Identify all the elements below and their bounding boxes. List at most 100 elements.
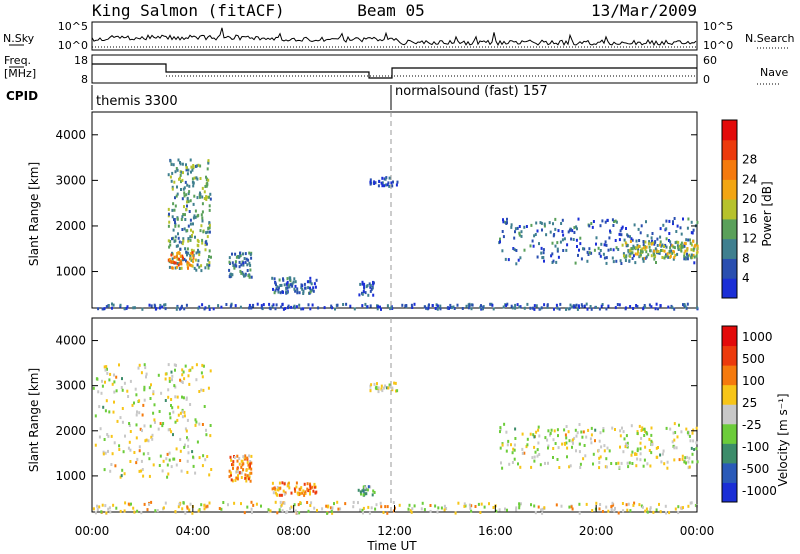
velocity-colorbar-swatch — [722, 326, 737, 347]
power-cell — [210, 255, 212, 259]
velocity-cell — [651, 442, 654, 446]
power-cell — [186, 200, 188, 204]
power-cell — [629, 235, 631, 239]
power-cell — [446, 306, 449, 310]
power-cell — [548, 221, 551, 225]
velocity-cell — [248, 473, 251, 477]
power-cell — [207, 226, 210, 230]
velocity-cell — [672, 431, 675, 435]
velocity-cell — [103, 438, 106, 441]
power-cell — [191, 251, 194, 255]
power-cell — [690, 253, 693, 257]
power-cell — [286, 291, 289, 295]
power-cell — [238, 255, 241, 259]
power-cell — [189, 158, 192, 162]
x-tick-label: 00:00 — [680, 524, 715, 538]
power-cell — [627, 249, 630, 253]
power-cell — [182, 237, 185, 241]
velocity-cell — [135, 423, 138, 427]
velocity-cell — [280, 493, 283, 497]
power-cell — [683, 241, 686, 245]
velocity-cell — [538, 434, 541, 438]
velocity-cell — [391, 388, 394, 392]
velocity-cell — [622, 430, 625, 434]
power-cell — [599, 254, 602, 258]
power-cell — [309, 307, 312, 311]
power-cell — [515, 262, 518, 266]
velocity-cell — [683, 460, 686, 464]
velocity-colorbar-tick: 25 — [742, 396, 757, 410]
velocity-cell — [572, 441, 574, 445]
power-cell — [239, 305, 242, 309]
power-cell — [369, 304, 372, 308]
velocity-cell — [578, 502, 581, 506]
velocity-cell — [592, 462, 594, 466]
velocity-cell — [175, 463, 178, 467]
power-cell — [401, 303, 404, 307]
velocity-cell — [279, 500, 282, 504]
velocity-cell — [142, 403, 145, 407]
power-cell — [368, 282, 371, 286]
velocity-cell — [296, 512, 299, 515]
power-cell — [192, 249, 195, 253]
velocity-cell — [188, 382, 191, 386]
power-cell — [480, 307, 483, 311]
power-cell — [573, 231, 576, 234]
velocity-cell — [636, 449, 639, 453]
power-cell — [172, 260, 175, 264]
velocity-cell — [148, 457, 151, 461]
power-cell — [183, 194, 186, 198]
velocity-cell — [233, 501, 236, 505]
velocity-cell — [102, 405, 105, 409]
velocity-cell — [592, 452, 595, 456]
velocity-cell — [181, 381, 184, 384]
velocity-cell — [101, 503, 104, 507]
power-cell — [250, 256, 253, 260]
power-cell — [674, 241, 677, 245]
power-cell — [153, 303, 156, 307]
power-colorbar-label: Power [dB] — [760, 181, 774, 246]
velocity-cell — [690, 446, 693, 450]
velocity-cell — [246, 505, 249, 509]
power-colorbar-tick: 12 — [742, 232, 757, 246]
power-cell — [103, 307, 106, 311]
power-cell — [654, 307, 657, 311]
velocity-cell — [373, 491, 376, 494]
power-cell — [665, 245, 668, 249]
velocity-cell — [186, 418, 189, 422]
velocity-cell — [533, 435, 536, 439]
power-cell — [657, 250, 660, 253]
freq-panel: Freq. [MHz] 18 8 60 0 Nave — [4, 54, 788, 86]
power-cell — [602, 252, 605, 256]
power-cell — [683, 243, 686, 247]
power-cell — [665, 219, 668, 223]
velocity-cell — [249, 479, 252, 483]
velocity-cell — [205, 428, 207, 432]
velocity-cell — [605, 457, 608, 461]
velocity-cell — [436, 510, 439, 514]
power-cell — [208, 195, 210, 199]
velocity-cell — [159, 454, 162, 458]
power-cell — [231, 261, 234, 265]
power-cell — [181, 242, 184, 246]
velocity-cell — [166, 475, 169, 479]
power-cell — [278, 278, 281, 282]
power-cell — [638, 255, 641, 259]
velocity-cell — [306, 482, 309, 486]
velocity-cell — [124, 434, 126, 438]
power-cell — [171, 171, 174, 175]
power-cell — [192, 184, 195, 188]
power-cell — [189, 253, 192, 257]
power-cell — [576, 245, 578, 248]
velocity-cell — [380, 384, 383, 388]
power-cell — [531, 306, 534, 310]
power-cell — [208, 255, 210, 259]
power-cell — [359, 282, 362, 286]
power-cell — [660, 244, 663, 248]
velocity-cell — [164, 399, 167, 402]
power-cell — [199, 195, 201, 199]
velocity-cell — [105, 511, 108, 515]
velocity-cell — [518, 502, 521, 506]
velocity-cell — [687, 460, 690, 464]
power-cell — [428, 303, 430, 307]
